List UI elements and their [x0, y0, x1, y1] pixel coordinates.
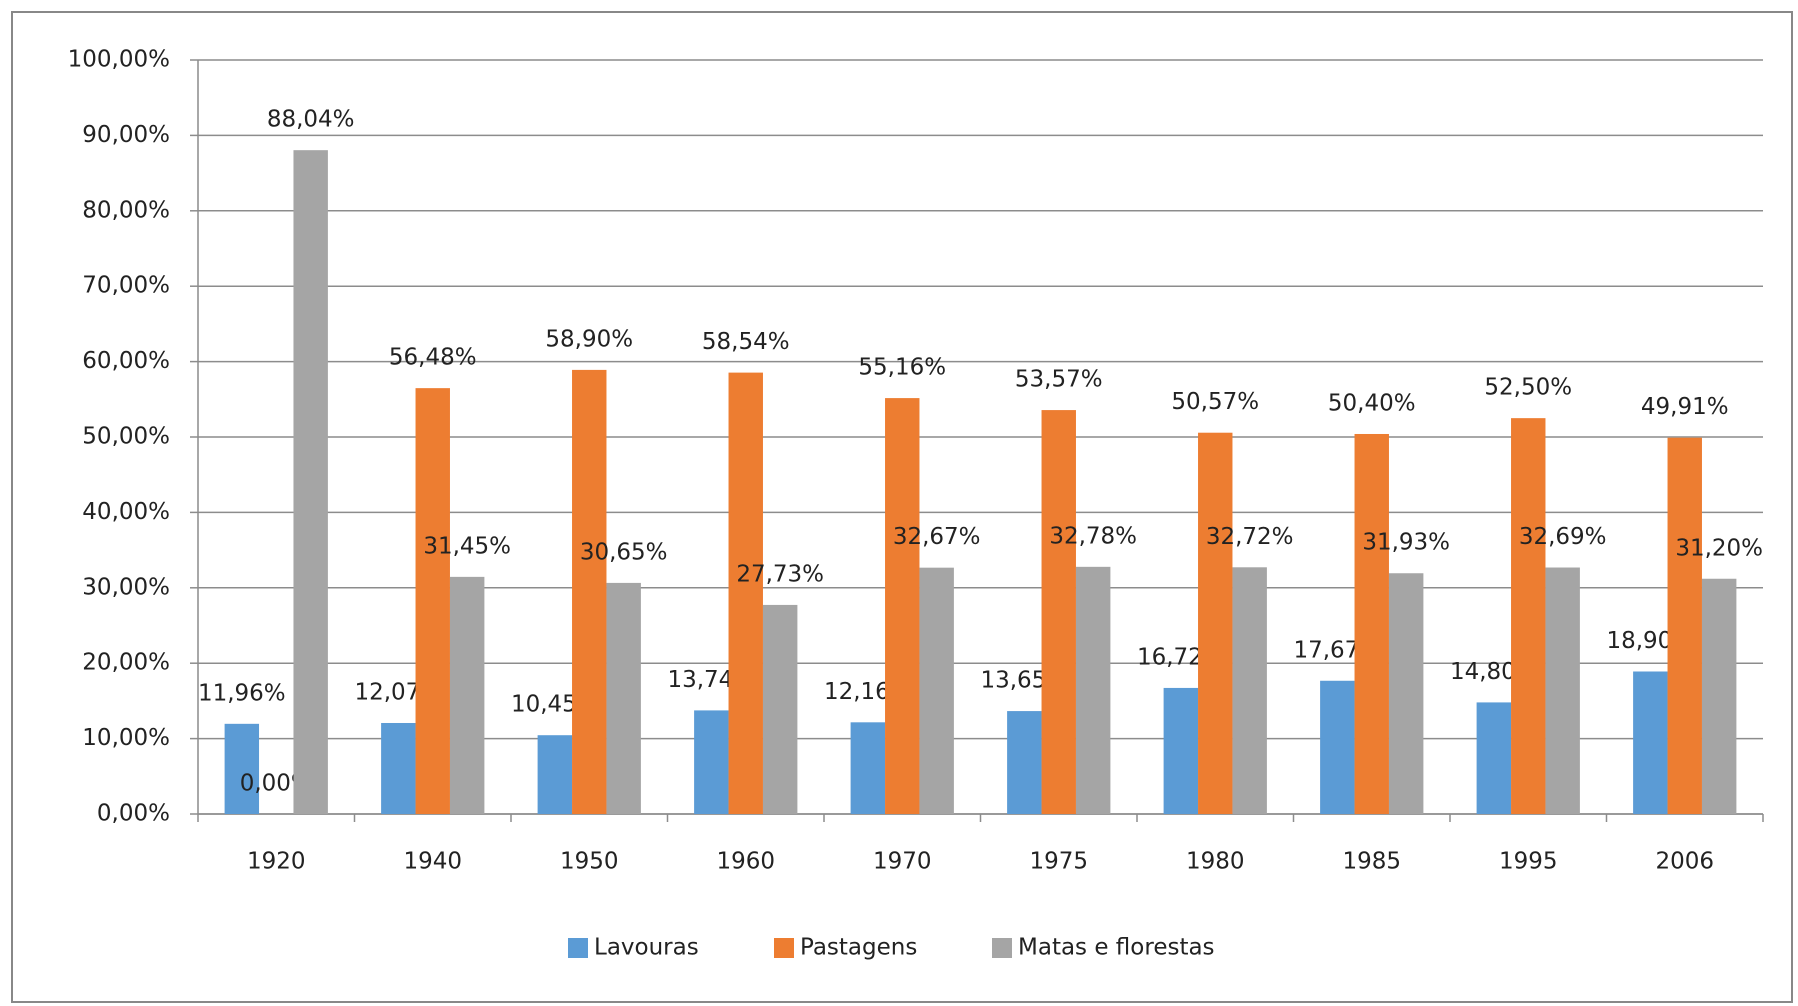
bar	[381, 722, 416, 814]
data-label: 27,73%	[736, 561, 824, 587]
bar	[1633, 671, 1668, 814]
bar	[293, 150, 328, 814]
bar	[1388, 573, 1424, 814]
x-tick-label: 1995	[1499, 849, 1558, 875]
y-tick-label: 100,00%	[68, 47, 170, 73]
x-tick-label: 1975	[1029, 849, 1088, 875]
data-label: 58,54%	[702, 329, 790, 355]
y-tick-label: 50,00%	[82, 424, 170, 450]
bar	[850, 722, 886, 814]
bar	[762, 604, 798, 814]
bar	[1198, 432, 1233, 814]
y-tick-label: 60,00%	[82, 348, 170, 374]
bar	[1232, 567, 1267, 814]
bar	[1075, 566, 1111, 814]
data-label: 32,72%	[1206, 524, 1294, 550]
data-label: 32,78%	[1049, 523, 1137, 549]
data-label: 56,48%	[389, 345, 477, 371]
bar	[1354, 433, 1389, 814]
bar	[1545, 567, 1580, 814]
data-label: 32,67%	[893, 524, 981, 550]
x-tick-label: 1980	[1186, 849, 1245, 875]
data-label: 30,65%	[580, 539, 668, 565]
data-label: 32,69%	[1519, 524, 1607, 550]
data-label: 52,50%	[1484, 375, 1572, 401]
x-tick-label: 1920	[247, 849, 306, 875]
y-tick-label: 90,00%	[82, 122, 170, 148]
y-tick-label: 10,00%	[82, 725, 170, 751]
data-label: 50,57%	[1171, 389, 1259, 415]
bar	[572, 369, 607, 814]
y-tick-label: 0,00%	[97, 801, 170, 827]
bar	[1007, 711, 1042, 814]
data-label: 31,93%	[1362, 530, 1450, 556]
bar	[694, 710, 729, 814]
x-tick-label: 1970	[873, 849, 932, 875]
legend-label: Lavouras	[594, 935, 699, 961]
y-tick-label: 40,00%	[82, 499, 170, 525]
x-tick-label: 1960	[716, 849, 775, 875]
bar	[1163, 687, 1199, 814]
bar	[415, 388, 450, 814]
data-label: 53,57%	[1015, 367, 1103, 393]
y-tick-label: 20,00%	[82, 650, 170, 676]
data-label: 31,20%	[1675, 535, 1763, 561]
legend-swatch	[568, 938, 588, 958]
data-label: 58,90%	[545, 326, 633, 352]
y-tick-label: 80,00%	[82, 197, 170, 223]
legend-swatch	[992, 938, 1012, 958]
bar	[885, 398, 920, 814]
data-label: 88,04%	[267, 107, 355, 133]
bar	[1041, 410, 1076, 814]
bar	[606, 582, 641, 814]
x-tick-label: 1985	[1342, 849, 1401, 875]
data-label: 11,96%	[198, 680, 286, 706]
legend-label: Pastagens	[800, 935, 917, 961]
bar	[1511, 418, 1546, 814]
data-label: 55,16%	[858, 355, 946, 381]
bar	[224, 723, 260, 814]
y-tick-label: 30,00%	[82, 574, 170, 600]
legend-label: Matas e florestas	[1018, 935, 1215, 961]
y-tick-label: 70,00%	[82, 273, 170, 299]
data-label: 49,91%	[1641, 394, 1729, 420]
legend-swatch	[774, 938, 794, 958]
bar	[1320, 680, 1355, 814]
data-label: 31,45%	[423, 533, 511, 559]
bar	[1476, 702, 1512, 814]
bar	[1667, 437, 1702, 814]
x-tick-label: 1940	[403, 849, 462, 875]
bar	[728, 372, 763, 814]
bar	[537, 735, 573, 814]
x-tick-label: 1950	[560, 849, 619, 875]
x-tick-label: 2006	[1655, 849, 1714, 875]
data-label: 50,40%	[1328, 390, 1416, 416]
bar	[449, 576, 485, 814]
bar	[919, 567, 954, 814]
bar	[1701, 578, 1737, 814]
